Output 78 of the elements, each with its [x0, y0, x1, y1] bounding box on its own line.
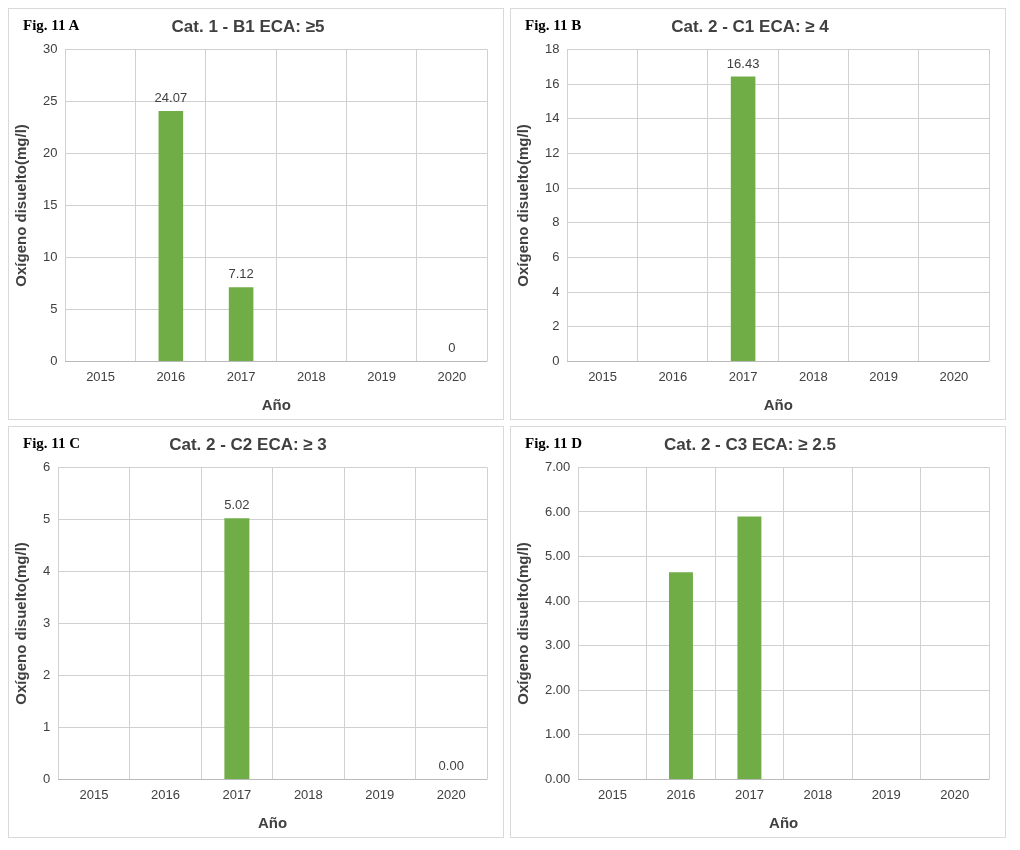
y-axis-title: Oxígeno disuelto(mg/l): [12, 542, 30, 705]
y-tick-label: 5: [50, 300, 58, 316]
x-axis-title: Año: [769, 814, 799, 832]
y-axis-title: Oxígeno disuelto(mg/l): [514, 542, 532, 705]
y-axis-title: Oxígeno disuelto(mg/l): [12, 124, 30, 287]
x-axis-title: Año: [763, 396, 793, 414]
caption: Fig. 11 A: [23, 17, 80, 34]
x-tick-label: 2018: [803, 786, 833, 802]
x-tick-label: 2015: [79, 786, 109, 802]
y-tick-label: 12: [544, 144, 560, 160]
data-label: 24.07: [154, 90, 188, 106]
y-tick-label: 4: [43, 562, 51, 578]
chart-title: Cat. 1 - B1 ECA: ≥5: [171, 16, 325, 36]
data-label: 7.12: [228, 266, 254, 282]
y-tick-label: 3.00: [544, 637, 571, 653]
y-tick-label: 5.00: [544, 548, 571, 564]
caption: Fig. 11 C: [23, 435, 81, 452]
y-tick-label: 2: [552, 318, 560, 334]
y-tick-label: 14: [544, 110, 560, 126]
caption: Fig. 11 D: [525, 435, 583, 452]
y-tick-label: 15: [42, 196, 58, 212]
x-tick-label: 2019: [365, 786, 395, 802]
data-label: 5.02: [224, 497, 250, 513]
y-tick-label: 4: [552, 283, 560, 299]
x-tick-label: 2017: [226, 368, 256, 384]
x-tick-label: 2019: [869, 368, 899, 384]
x-tick-label: 2015: [86, 368, 116, 384]
y-tick-label: 16: [544, 75, 560, 91]
x-tick-label: 2019: [871, 786, 901, 802]
y-tick-label: 6.00: [544, 503, 571, 519]
x-tick-label: 2020: [940, 786, 970, 802]
y-tick-label: 30: [42, 40, 58, 56]
x-tick-label: 2018: [293, 786, 323, 802]
y-tick-label: 18: [544, 40, 560, 56]
x-tick-label: 2018: [798, 368, 828, 384]
y-tick-label: 3: [43, 614, 51, 630]
y-tick-label: 0: [552, 352, 560, 368]
chart-title: Cat. 2 - C3 ECA: ≥ 2.5: [664, 434, 836, 454]
y-tick-label: 2: [43, 666, 51, 682]
x-tick-label: 2017: [222, 786, 252, 802]
x-tick-label: 2017: [734, 786, 764, 802]
y-tick-label: 1.00: [544, 726, 571, 742]
x-tick-label: 2017: [728, 368, 758, 384]
y-axis-title: Oxígeno disuelto(mg/l): [514, 124, 532, 287]
y-tick-label: 25: [42, 92, 58, 108]
y-tick-label: 2.00: [544, 681, 571, 697]
data-label: 0.00: [438, 758, 464, 774]
y-tick-label: 1: [43, 718, 51, 734]
caption: Fig. 11 B: [525, 17, 582, 34]
x-tick-label: 2016: [150, 786, 180, 802]
x-tick-label: 2016: [156, 368, 186, 384]
x-tick-label: 2016: [658, 368, 688, 384]
x-tick-label: 2016: [666, 786, 696, 802]
x-tick-label: 2020: [437, 368, 467, 384]
x-tick-label: 2019: [367, 368, 397, 384]
y-tick-label: 4.00: [544, 592, 571, 608]
x-axis-title: Año: [261, 396, 291, 414]
x-tick-label: 2018: [296, 368, 326, 384]
y-tick-label: 0: [50, 352, 58, 368]
x-tick-label: 2015: [598, 786, 627, 802]
y-tick-label: 5: [43, 510, 51, 526]
data-label: 0: [448, 340, 456, 356]
y-tick-label: 20: [42, 144, 58, 160]
x-tick-label: 2015: [588, 368, 618, 384]
y-tick-label: 6: [43, 458, 51, 474]
y-tick-label: 0: [43, 770, 51, 786]
y-tick-label: 8: [552, 214, 560, 230]
y-tick-label: 7.00: [544, 458, 571, 474]
chart-title: Cat. 2 - C2 ECA: ≥ 3: [169, 434, 327, 454]
y-tick-label: 0.00: [544, 770, 571, 786]
chart-title: Cat. 2 - C1 ECA: ≥ 4: [671, 16, 830, 36]
data-label: 16.43: [726, 55, 760, 71]
y-tick-label: 6: [552, 248, 560, 264]
x-tick-label: 2020: [939, 368, 969, 384]
x-axis-title: Año: [258, 814, 288, 832]
y-tick-label: 10: [42, 248, 58, 264]
y-tick-label: 10: [544, 179, 560, 195]
x-tick-label: 2020: [436, 786, 466, 802]
